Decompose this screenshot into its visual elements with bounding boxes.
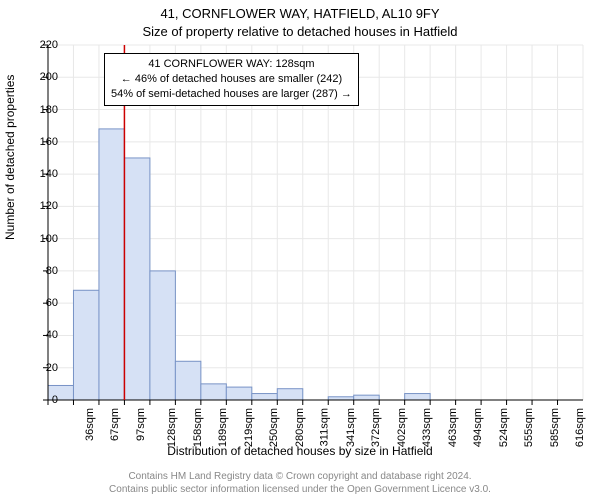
xtick-label: 311sqm bbox=[319, 408, 331, 446]
xtick-label: 433sqm bbox=[421, 408, 433, 447]
xtick-label: 585sqm bbox=[549, 408, 561, 447]
bar bbox=[150, 271, 175, 400]
bar bbox=[226, 387, 251, 400]
xtick-label: 463sqm bbox=[447, 408, 459, 447]
footer-line1: Contains HM Land Registry data © Crown c… bbox=[0, 470, 600, 483]
ytick-label: 40 bbox=[28, 329, 58, 341]
annotation-line3: 54% of semi-detached houses are larger (… bbox=[111, 87, 352, 102]
bar bbox=[252, 394, 277, 400]
ytick-label: 0 bbox=[28, 394, 58, 406]
xtick-label: 494sqm bbox=[472, 408, 484, 447]
xtick-label: 158sqm bbox=[192, 408, 204, 447]
bar bbox=[354, 395, 379, 400]
ytick-label: 120 bbox=[28, 200, 58, 212]
xtick-label: 128sqm bbox=[167, 408, 179, 447]
ytick-label: 140 bbox=[28, 168, 58, 180]
bar bbox=[201, 384, 226, 400]
annotation-line1: 41 CORNFLOWER WAY: 128sqm bbox=[111, 57, 352, 72]
bar bbox=[277, 389, 302, 400]
xtick-label: 219sqm bbox=[243, 408, 255, 447]
footer: Contains HM Land Registry data © Crown c… bbox=[0, 470, 600, 496]
bar bbox=[405, 394, 430, 400]
ytick-label: 180 bbox=[28, 104, 58, 116]
xtick-label: 280sqm bbox=[294, 408, 306, 447]
xtick-label: 250sqm bbox=[268, 408, 280, 447]
chart-container: 41, CORNFLOWER WAY, HATFIELD, AL10 9FY S… bbox=[0, 0, 600, 500]
footer-line2: Contains public sector information licen… bbox=[0, 483, 600, 496]
bar bbox=[73, 290, 98, 400]
xtick-label: 36sqm bbox=[84, 408, 96, 441]
xtick-label: 555sqm bbox=[523, 408, 535, 447]
xtick-label: 402sqm bbox=[396, 408, 408, 447]
xtick-label: 372sqm bbox=[370, 408, 382, 447]
ytick-label: 100 bbox=[28, 233, 58, 245]
ytick-label: 80 bbox=[28, 265, 58, 277]
ytick-label: 160 bbox=[28, 136, 58, 148]
ytick-label: 20 bbox=[28, 362, 58, 374]
ytick-label: 60 bbox=[28, 297, 58, 309]
xtick-label: 97sqm bbox=[135, 408, 147, 441]
title-main: 41, CORNFLOWER WAY, HATFIELD, AL10 9FY bbox=[0, 6, 600, 21]
xtick-label: 524sqm bbox=[498, 408, 510, 447]
annotation-line2: ← 46% of detached houses are smaller (24… bbox=[111, 72, 352, 87]
xtick-label: 67sqm bbox=[110, 408, 122, 441]
xtick-label: 189sqm bbox=[218, 408, 230, 447]
plot-area: 41 CORNFLOWER WAY: 128sqm ← 46% of detac… bbox=[48, 45, 583, 400]
x-axis-label: Distribution of detached houses by size … bbox=[0, 444, 600, 458]
y-axis-label: Number of detached properties bbox=[3, 75, 17, 240]
ytick-label: 200 bbox=[28, 71, 58, 83]
xtick-label: 341sqm bbox=[345, 408, 357, 447]
annotation-box: 41 CORNFLOWER WAY: 128sqm ← 46% of detac… bbox=[104, 53, 359, 106]
bar bbox=[175, 361, 200, 400]
bar bbox=[99, 129, 124, 400]
title-sub: Size of property relative to detached ho… bbox=[0, 24, 600, 39]
bar bbox=[124, 158, 149, 400]
ytick-label: 220 bbox=[28, 39, 58, 51]
xtick-label: 616sqm bbox=[574, 408, 586, 447]
